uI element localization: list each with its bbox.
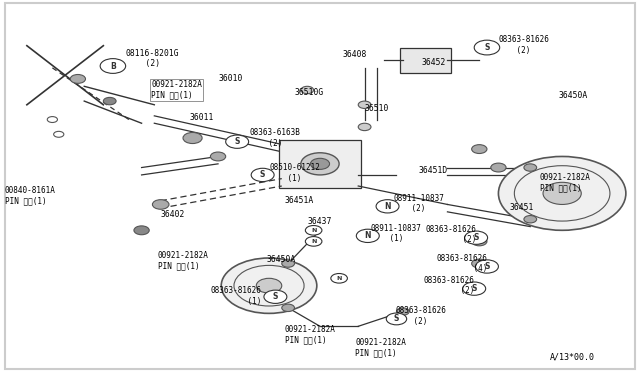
- Circle shape: [472, 237, 487, 246]
- Text: 08363-81626
    (4): 08363-81626 (4): [436, 254, 487, 273]
- Text: S: S: [234, 137, 240, 146]
- Circle shape: [356, 229, 380, 243]
- Circle shape: [301, 153, 339, 175]
- Circle shape: [358, 101, 371, 109]
- Circle shape: [463, 282, 486, 295]
- Circle shape: [226, 135, 248, 148]
- Circle shape: [305, 225, 322, 235]
- Text: 08363-81626
    (2): 08363-81626 (2): [499, 35, 549, 55]
- Text: 08911-10837
    (1): 08911-10837 (1): [371, 224, 422, 243]
- Text: 00921-2182A
PIN ピン(1): 00921-2182A PIN ピン(1): [285, 325, 336, 344]
- Text: B: B: [110, 61, 116, 71]
- Text: 08911-10837
    (2): 08911-10837 (2): [394, 194, 444, 214]
- Text: S: S: [474, 233, 479, 242]
- Text: S: S: [472, 284, 477, 293]
- Circle shape: [264, 290, 287, 304]
- FancyBboxPatch shape: [278, 140, 362, 188]
- Text: 36510: 36510: [365, 104, 389, 113]
- Circle shape: [476, 260, 499, 273]
- Circle shape: [100, 59, 125, 73]
- Circle shape: [376, 200, 399, 213]
- Circle shape: [103, 97, 116, 105]
- Circle shape: [211, 152, 226, 161]
- Text: S: S: [273, 292, 278, 301]
- Circle shape: [524, 215, 537, 223]
- Text: N: N: [311, 239, 316, 244]
- Circle shape: [465, 231, 488, 244]
- Circle shape: [305, 237, 322, 246]
- Text: 00840-8161A
PIN ピン(1): 00840-8161A PIN ピン(1): [4, 186, 56, 205]
- Text: 08510-61212
    (1): 08510-61212 (1): [269, 163, 320, 183]
- Circle shape: [282, 260, 294, 267]
- Text: 36452: 36452: [422, 58, 446, 67]
- Circle shape: [221, 258, 317, 313]
- Text: 08363-6163B
    (2): 08363-6163B (2): [250, 128, 301, 148]
- Text: S: S: [484, 43, 490, 52]
- Text: 08363-81626
    (2): 08363-81626 (2): [395, 306, 446, 326]
- Text: 00921-2182A
PIN ピン(1): 00921-2182A PIN ピン(1): [151, 80, 202, 100]
- Text: N: N: [365, 231, 371, 240]
- Circle shape: [396, 308, 409, 315]
- Circle shape: [70, 74, 86, 83]
- Circle shape: [152, 200, 169, 209]
- Circle shape: [358, 123, 371, 131]
- Text: 08363-81626
    (1): 08363-81626 (1): [211, 286, 261, 306]
- Text: 36451D: 36451D: [419, 166, 448, 175]
- Circle shape: [499, 157, 626, 230]
- Circle shape: [472, 145, 487, 154]
- Text: 08363-81626
    (2): 08363-81626 (2): [425, 225, 476, 244]
- Circle shape: [472, 259, 487, 268]
- Text: N: N: [384, 202, 391, 211]
- Circle shape: [251, 168, 274, 182]
- Text: S: S: [484, 262, 490, 271]
- Circle shape: [134, 226, 149, 235]
- Text: 36408: 36408: [342, 51, 367, 60]
- Circle shape: [282, 304, 294, 311]
- Text: 00921-2182A
PIN ピン(1): 00921-2182A PIN ピン(1): [540, 173, 591, 193]
- Text: A/13*00.0: A/13*00.0: [549, 352, 595, 361]
- Circle shape: [543, 182, 581, 205]
- Text: 36510G: 36510G: [294, 89, 324, 97]
- Text: 36402: 36402: [161, 210, 185, 219]
- Text: 36450A: 36450A: [266, 254, 296, 264]
- Text: S: S: [260, 170, 266, 179]
- Text: 36011: 36011: [189, 113, 214, 122]
- Circle shape: [474, 40, 500, 55]
- Circle shape: [301, 86, 314, 94]
- Circle shape: [524, 164, 537, 171]
- Text: 36451: 36451: [510, 203, 534, 212]
- Text: 08363-81626
    (2): 08363-81626 (2): [423, 276, 474, 295]
- Text: N: N: [311, 228, 316, 233]
- Text: S: S: [394, 314, 399, 323]
- Text: 36451A: 36451A: [285, 196, 314, 205]
- Text: 36010: 36010: [218, 74, 243, 83]
- Text: 00921-2182A
PIN ピン(1): 00921-2182A PIN ピン(1): [355, 338, 406, 357]
- Circle shape: [491, 163, 506, 172]
- Text: 08116-8201G
    (2): 08116-8201G (2): [125, 49, 179, 68]
- Text: 36437: 36437: [307, 217, 332, 225]
- FancyBboxPatch shape: [399, 48, 451, 73]
- Circle shape: [331, 273, 348, 283]
- Text: 00921-2182A
PIN ピン(1): 00921-2182A PIN ピン(1): [157, 251, 209, 270]
- Text: 36450A: 36450A: [559, 91, 588, 100]
- Circle shape: [310, 158, 330, 169]
- Circle shape: [256, 278, 282, 293]
- Circle shape: [183, 132, 202, 144]
- Text: N: N: [337, 276, 342, 281]
- Circle shape: [387, 313, 406, 325]
